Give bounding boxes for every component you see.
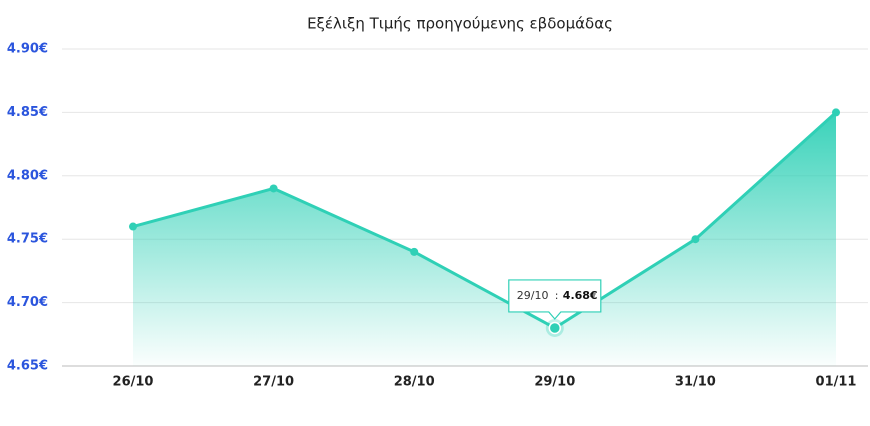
x-tick-label: 26/10 <box>113 375 154 390</box>
chart-title: Εξέλιξη Τιμής προηγούμενης εβδομάδας <box>307 15 613 33</box>
x-tick-label: 28/10 <box>394 375 435 390</box>
tooltip-box <box>508 279 602 320</box>
x-tick-label: 31/10 <box>675 375 716 390</box>
point <box>129 222 137 231</box>
point <box>410 247 419 256</box>
x-tick-label: 01/11 <box>816 375 857 390</box>
y-tick-label: 4.65€ <box>7 359 48 374</box>
point <box>269 184 278 193</box>
tooltip-separator: : <box>555 289 559 302</box>
y-tick-label: 4.75€ <box>7 232 48 247</box>
point <box>832 108 840 117</box>
highlight-point <box>548 321 562 335</box>
line <box>132 111 838 330</box>
tooltip: 29/10:4.68€ <box>508 279 602 320</box>
y-tick-label: 4.90€ <box>7 42 48 57</box>
x-tick-label: 27/10 <box>253 375 294 390</box>
tooltip-value: 4.68€ <box>563 289 598 302</box>
y-tick-label: 4.80€ <box>7 168 48 183</box>
y-tick-label: 4.70€ <box>7 295 48 310</box>
x-tick-label: 29/10 <box>534 375 575 390</box>
area <box>133 112 836 367</box>
tooltip-category: 29/10 <box>517 289 549 302</box>
point <box>691 235 700 244</box>
y-tick-label: 4.85€ <box>7 105 48 120</box>
